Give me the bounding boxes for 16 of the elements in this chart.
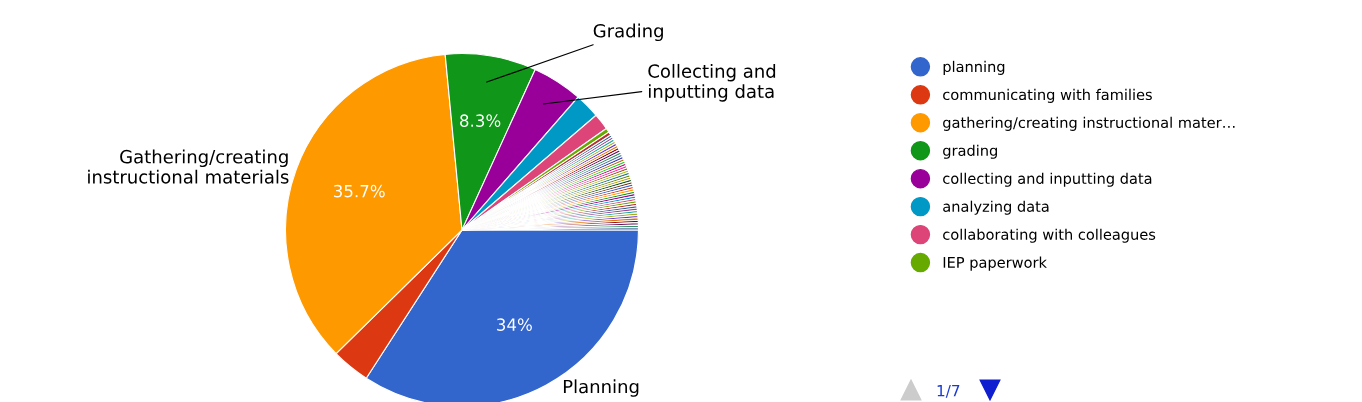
- legend-label: analyzing data: [943, 200, 1049, 215]
- legend-label: IEP paperwork: [943, 256, 1047, 271]
- data-label: 8.3%: [460, 114, 501, 127]
- data-label: 35.7%: [334, 184, 385, 198]
- legend-label: communicating with families: [943, 88, 1152, 103]
- legend-label: collaborating with colleagues: [943, 228, 1156, 243]
- text: Collecting and inputting data: [648, 63, 776, 102]
- data-label: 34%: [497, 318, 532, 331]
- text: Gathering/creating instructional materials: [88, 149, 289, 184]
- text: Planning: [563, 379, 639, 397]
- legend-label: planning: [943, 60, 1005, 75]
- legend-label: collecting and inputting data: [943, 172, 1152, 187]
- legend-label: gathering/creating instructional mater…: [943, 116, 1235, 131]
- text: Grading: [593, 23, 663, 42]
- legend-label: grading: [943, 144, 997, 159]
- text: 1/7: [937, 385, 960, 398]
